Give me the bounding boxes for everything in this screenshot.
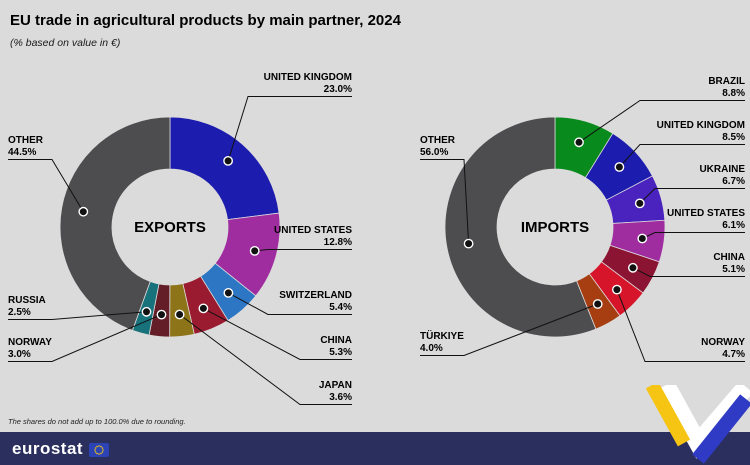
slice-label-value: 6.1% <box>722 220 745 231</box>
slice-label-value: 8.5% <box>722 132 745 143</box>
leader-line <box>616 289 745 362</box>
slice-label-value: 6.7% <box>722 176 745 187</box>
slice-label-value: 5.4% <box>329 302 352 313</box>
leader-line <box>578 100 745 143</box>
slice-label-name: UNITED STATES <box>274 225 352 236</box>
donut-center-label: EXPORTS <box>134 219 206 236</box>
slice-label-name: UNITED STATES <box>667 208 745 219</box>
slice-label-name: OTHER <box>8 135 44 146</box>
slice-label-name: SWITZERLAND <box>279 290 352 301</box>
decorative-arrow <box>646 385 750 464</box>
donut-center-label: IMPORTS <box>521 219 589 236</box>
label-dot <box>156 309 167 320</box>
slice-label-value: 8.8% <box>722 88 745 99</box>
slice-label-name: NORWAY <box>8 337 52 348</box>
label-dot <box>614 162 625 172</box>
eurostat-logo: eurostat <box>12 438 84 458</box>
slice-label-name: CHINA <box>713 252 745 263</box>
eu-flag-icon <box>89 442 110 457</box>
slice-label-name: UKRAINE <box>699 164 745 175</box>
leader-line <box>420 159 470 244</box>
page-title: EU trade in agricultural products by mai… <box>10 12 401 29</box>
label-dot <box>634 198 645 209</box>
label-dot <box>174 309 185 320</box>
segment-united-kingdom <box>169 116 280 221</box>
slice-label-value: 23.0% <box>324 84 352 95</box>
footer-bar: eurostat <box>0 432 750 465</box>
leader-line <box>619 144 745 168</box>
slice-label-value: 44.5% <box>8 147 36 158</box>
label-dot <box>612 284 622 295</box>
slice-label-name: NORWAY <box>701 337 745 348</box>
slice-label-value: 12.8% <box>324 237 352 248</box>
page-subtitle: (% based on value in €) <box>10 37 121 49</box>
leader-line <box>632 267 745 277</box>
slice-label-name: UNITED KINGDOM <box>264 72 352 83</box>
leader-line <box>8 314 162 362</box>
label-dot <box>78 206 89 217</box>
slice-label-value: 4.7% <box>722 349 745 360</box>
label-dot <box>637 233 648 244</box>
slice-label-name: JAPAN <box>319 380 352 391</box>
leader-line <box>179 314 352 405</box>
segment-other <box>444 116 597 338</box>
leader-line <box>228 292 352 315</box>
leader-line <box>203 307 352 360</box>
slice-label-value: 3.6% <box>329 392 352 403</box>
footnote: The shares do not add up to 100.0% due t… <box>8 417 186 426</box>
label-dot <box>463 238 474 249</box>
slice-label-value: 4.0% <box>420 343 443 354</box>
label-dot <box>574 137 584 148</box>
label-dot <box>223 155 234 166</box>
slice-label-name: OTHER <box>420 135 456 146</box>
slice-label-value: 56.0% <box>420 147 448 158</box>
slice-label-value: 2.5% <box>8 307 31 318</box>
label-dot <box>592 299 603 309</box>
label-dot <box>249 245 260 256</box>
slice-label-value: 5.3% <box>329 347 352 358</box>
segment-other <box>59 116 171 331</box>
label-dot <box>628 262 638 273</box>
leader-line <box>8 159 84 212</box>
slice-label-name: CHINA <box>320 335 352 346</box>
slice-label-name: UNITED KINGDOM <box>657 120 745 131</box>
leader-line <box>639 188 745 204</box>
slice-label-value: 3.0% <box>8 349 31 360</box>
label-dot <box>198 303 209 314</box>
leader-line <box>8 311 147 320</box>
slice-label-name: BRAZIL <box>708 76 745 87</box>
label-dot <box>223 287 234 298</box>
label-dot <box>141 306 152 317</box>
slice-label-name: RUSSIA <box>8 295 46 306</box>
leader-line <box>420 303 598 356</box>
slice-label-value: 5.1% <box>722 264 745 275</box>
leader-line <box>227 96 352 162</box>
slice-label-name: TÜRKIYE <box>420 329 464 342</box>
